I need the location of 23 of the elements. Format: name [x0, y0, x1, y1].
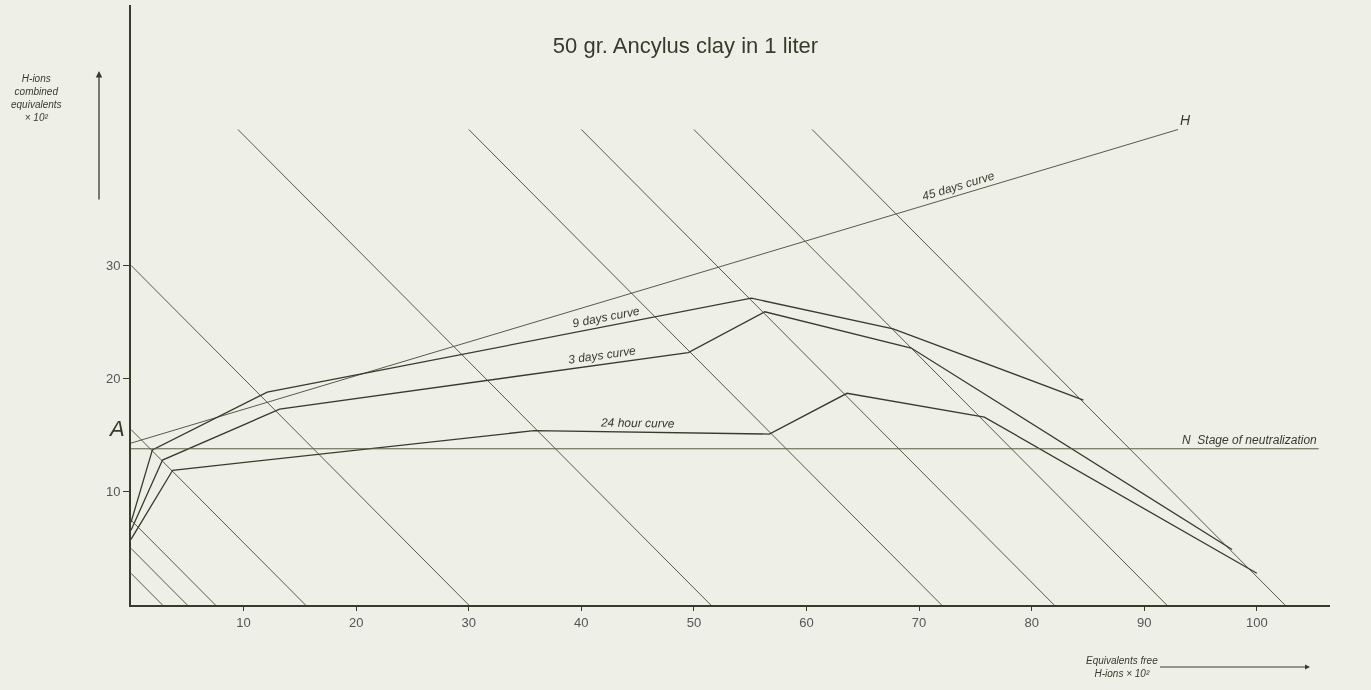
text: 3 days curve [567, 343, 637, 367]
x-tick-label: 100 [1245, 614, 1268, 630]
annotation: H [1180, 112, 1191, 128]
text: 50 gr. Ancylus clay in 1 liter [552, 32, 819, 58]
x-tick-label: 40 [574, 614, 589, 630]
x-tick-label: 90 [1137, 614, 1152, 630]
y-tick-label: 30 [105, 257, 121, 273]
x-tick-label: 20 [348, 614, 364, 630]
ref-line-label: N Stage of neutralization [1182, 433, 1318, 447]
x-tick-label: 30 [461, 614, 476, 630]
x-tick-label: 50 [686, 614, 702, 630]
x-tick-label: 10 [236, 614, 251, 630]
x-tick-label: 60 [799, 614, 814, 630]
text: 45 days curve [920, 168, 997, 204]
y-tick-label: 20 [105, 371, 121, 387]
y-axis-title: H-ions combined equivalents × 10² [11, 73, 62, 123]
text: 9 days curve [571, 303, 641, 331]
x-axis-title: Equivalents free H-ions × 10² [1086, 655, 1159, 679]
series-label: 24 hour curve [599, 415, 675, 431]
y-tick-label: 10 [105, 484, 121, 500]
annotation: A [108, 416, 125, 441]
x-tick-label: 80 [1024, 614, 1039, 630]
x-tick-label: 70 [911, 614, 927, 630]
